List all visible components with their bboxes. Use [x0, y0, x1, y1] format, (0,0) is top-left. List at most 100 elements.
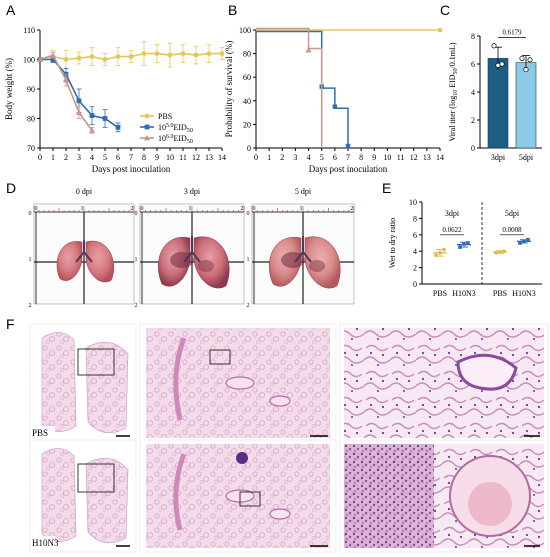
infiltrate	[236, 452, 248, 464]
x-tick-label: 8	[359, 153, 363, 162]
ruler-label: 0	[247, 211, 250, 217]
panel-label-c: C	[440, 2, 451, 18]
y-tick-label: 4	[413, 247, 417, 256]
lung-section-right	[85, 457, 129, 544]
data-point	[76, 109, 82, 115]
lung-section-right	[85, 341, 129, 434]
ruler-label: 2	[241, 206, 244, 212]
data-point	[154, 51, 160, 56]
zoom-box	[239, 491, 261, 507]
row-label-bg	[31, 426, 55, 438]
x-tick-label: 11	[397, 153, 405, 162]
legend-marker	[144, 124, 150, 130]
x-tick-label: 14	[436, 153, 444, 162]
y-tick-label: 6	[413, 231, 417, 240]
lung-day-label-0: 0 dpi	[76, 187, 93, 196]
x-tick-label: 3dpi	[491, 153, 506, 162]
lung-day-label-1: 3 dpi	[184, 187, 201, 196]
trachea	[75, 240, 93, 263]
data-point	[167, 52, 173, 58]
data-point	[63, 77, 69, 83]
ruler-label: 2	[351, 206, 354, 212]
ruler-label: 1	[29, 257, 32, 263]
panel-label-a: A	[6, 2, 16, 18]
x-tick-label: 10	[383, 153, 391, 162]
legend-marker	[144, 113, 150, 119]
legend-label-0: PBS	[158, 112, 172, 121]
y-tick-label: 70	[27, 144, 35, 153]
ruler-label: 0	[135, 211, 138, 217]
x-tick-label: 4	[90, 153, 94, 162]
data-point	[115, 124, 121, 130]
y-axis-label: Probability of survival (%)	[224, 41, 234, 138]
legend-label-1: 105.0EID50	[158, 123, 193, 134]
x-tick-label: 14	[218, 153, 226, 162]
x-tick-label: 7	[346, 153, 350, 162]
data-point	[434, 253, 438, 258]
ruler-label: 0	[35, 206, 38, 212]
x-tick-label: 13	[423, 153, 431, 162]
data-point	[442, 247, 446, 252]
ruler-label: 2	[29, 303, 32, 309]
data-point	[494, 251, 498, 255]
y-tick-label: 0	[413, 280, 417, 289]
data-point	[115, 54, 121, 59]
y-tick-label: 0	[247, 144, 251, 153]
legend-marker	[144, 135, 150, 141]
airway	[173, 453, 187, 531]
x-tick-label: 6	[116, 153, 120, 162]
bronchiole	[456, 353, 518, 391]
data-point	[180, 51, 186, 56]
viral-titer-chart: 0 2 4 6 8 Viral titer (log10 EID50/0.1mL) 3dpi…	[448, 28, 542, 162]
x-tick-label: 5	[320, 153, 324, 162]
data-point	[128, 54, 134, 59]
y-tick-label: 110	[23, 26, 35, 35]
x-axis-label: Days post inoculation	[92, 164, 171, 174]
x-tick-label: 10	[166, 153, 174, 162]
p-value: 0.6179	[502, 28, 522, 36]
x-tick-label: 0	[254, 153, 258, 162]
data-point	[193, 52, 199, 58]
x-tick-label: 1	[267, 153, 271, 162]
vessel	[269, 508, 291, 520]
data-point	[37, 56, 43, 62]
ruler-label: 0	[141, 206, 144, 212]
survival-line-2	[256, 27, 323, 147]
data-point	[502, 249, 506, 253]
x-tick-label: 6	[333, 153, 337, 162]
data-point	[50, 52, 56, 58]
y-tick-label: 4	[471, 88, 475, 97]
alveolar-tissue	[344, 328, 544, 438]
hemorrhage-area	[198, 260, 214, 272]
y-axis-label: Viral titer (log10 EID50/0.1mL)	[448, 42, 459, 141]
y-tick-label: 0	[471, 144, 475, 153]
data-point	[76, 98, 82, 104]
bar-3dpi	[487, 58, 509, 149]
panel-label-d: D	[6, 180, 17, 196]
data-point	[519, 55, 525, 61]
ruler-label: 0	[253, 206, 256, 212]
panel-label-e: E	[382, 180, 392, 196]
ruler-label: 2	[135, 303, 138, 309]
data-point	[102, 116, 108, 121]
right-lung-lobe	[193, 236, 230, 289]
hemorrhage-area	[281, 252, 305, 268]
ruler-label: 1	[189, 206, 192, 212]
x-tick-label: PBS	[493, 289, 507, 298]
x-tick-label: H10N3	[512, 289, 536, 298]
x-tick-label: PBS	[433, 289, 447, 298]
histology-panel: PBS H10N3	[29, 323, 549, 553]
x-tick-label: H10N3	[452, 289, 476, 298]
legend-label-2: 106.0EID50	[158, 134, 193, 145]
p-value: 0.0622	[442, 226, 462, 234]
zoom-box	[77, 348, 115, 376]
blood-content	[468, 482, 512, 526]
x-tick-label: 13	[205, 153, 213, 162]
y-axis-label: Wet to dry ratio	[388, 218, 397, 268]
group-label: 3dpi	[445, 209, 460, 218]
data-point	[63, 57, 69, 62]
x-axis-label: Days post inoculation	[309, 164, 388, 174]
ruler-label: 1	[135, 257, 138, 263]
data-point	[89, 113, 95, 118]
